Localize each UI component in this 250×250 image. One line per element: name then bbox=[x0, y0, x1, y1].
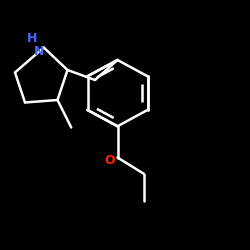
Text: O: O bbox=[105, 154, 115, 167]
Text: H: H bbox=[27, 32, 38, 45]
Text: N: N bbox=[34, 45, 44, 58]
